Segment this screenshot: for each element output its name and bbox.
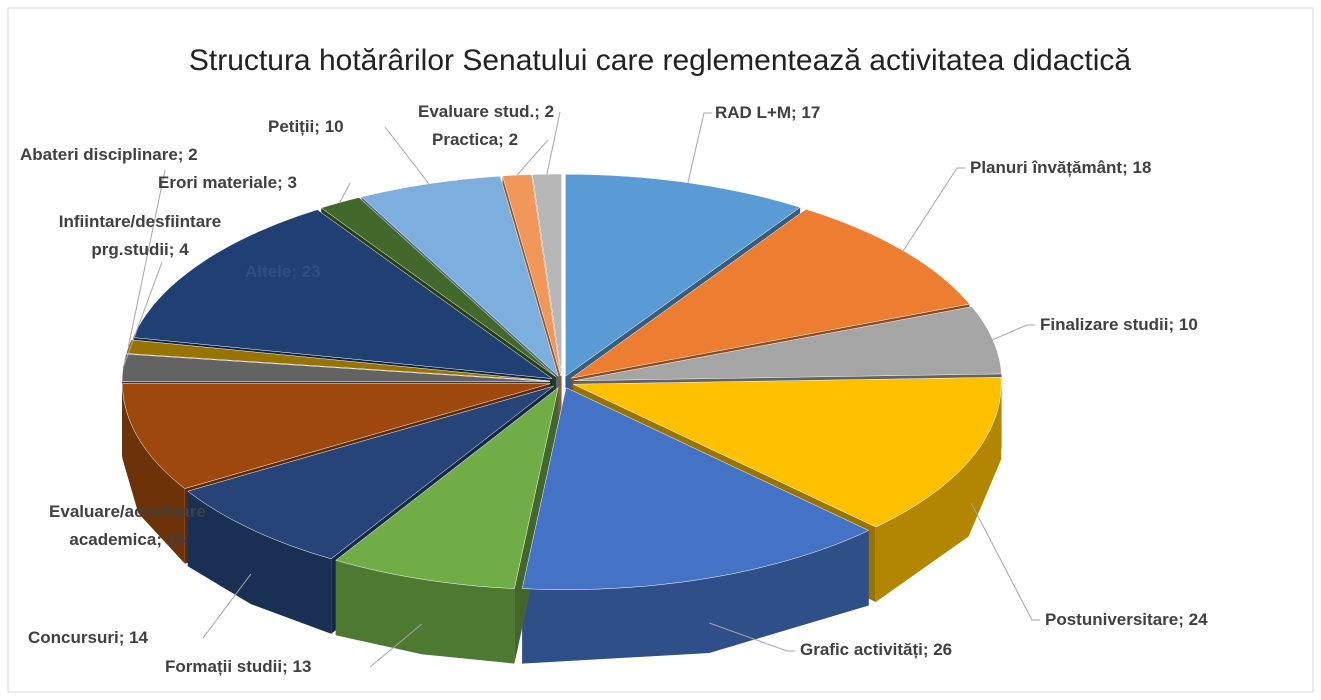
- data-label: Erori materiale; 3: [158, 169, 358, 197]
- separator: ;: [1178, 610, 1189, 629]
- separator: ;: [791, 103, 802, 122]
- leader-line: [992, 324, 1035, 341]
- data-label: Concursuri; 14: [28, 624, 198, 652]
- data-label: RAD L+M; 17: [715, 99, 875, 127]
- separator: ;: [922, 640, 934, 659]
- category: RAD L+M: [715, 103, 792, 122]
- data-label: Planuri învățământ; 18: [970, 154, 1230, 182]
- value: 10: [1178, 315, 1198, 334]
- category: Petiții: [268, 117, 315, 136]
- data-label: Evaluare/acreditare academica; 16: [20, 498, 235, 554]
- separator: ;: [314, 117, 325, 136]
- separator: ;: [177, 145, 189, 164]
- category: Grafic activități: [800, 640, 923, 659]
- category: Planuri învățământ: [970, 158, 1123, 177]
- slice-wall: [335, 560, 515, 664]
- slice: [573, 377, 1002, 528]
- slice: [565, 174, 801, 377]
- separator: ;: [156, 530, 167, 549]
- slice: [521, 387, 870, 590]
- slice: [121, 353, 551, 382]
- separator: ;: [291, 262, 302, 281]
- slice: [571, 209, 970, 379]
- category: Altele: [245, 262, 292, 281]
- leader-line: [122, 261, 163, 368]
- value: 2: [544, 102, 555, 121]
- value: 26: [933, 640, 953, 659]
- data-label: Infiintare/desfiintare prg.studii; 4: [20, 208, 260, 264]
- category: Evaluare/acreditare academica: [49, 502, 206, 549]
- leader-line: [127, 169, 166, 347]
- leader-line: [516, 139, 549, 176]
- data-label: Altele; 23: [245, 258, 365, 286]
- separator: ;: [277, 173, 288, 192]
- slice: [132, 209, 553, 379]
- category: Finalizare studii: [1040, 315, 1169, 334]
- slice-wall: [522, 530, 869, 664]
- category: Erori materiale: [158, 173, 278, 192]
- data-label: Grafic activități; 26: [800, 636, 1020, 664]
- leader-line: [687, 112, 712, 183]
- separator: ;: [498, 130, 509, 149]
- separator: ;: [534, 102, 545, 121]
- value: 23: [301, 262, 321, 281]
- value: 4: [179, 240, 189, 259]
- category: Practica: [432, 130, 499, 149]
- leader-line: [369, 623, 423, 668]
- value: 24: [1188, 610, 1208, 629]
- slice: [320, 197, 557, 378]
- slice: [573, 306, 1002, 382]
- separator: ;: [168, 240, 180, 259]
- category: Formații studii: [165, 657, 283, 676]
- value: 2: [508, 130, 519, 149]
- leader-line: [202, 573, 252, 639]
- value: 13: [292, 657, 312, 676]
- slice: [187, 386, 554, 560]
- leader-line: [546, 111, 561, 175]
- value: 17: [801, 103, 821, 122]
- leader-line: [902, 167, 965, 252]
- value: 14: [129, 628, 148, 647]
- chart-title: Structura hotărârilor Senatului care reg…: [189, 44, 1131, 77]
- leader-line: [970, 503, 1040, 621]
- separator: ;: [282, 657, 293, 676]
- separator: ;: [1122, 158, 1133, 177]
- data-label: Postuniversitare; 24: [1045, 606, 1275, 634]
- data-label: Practica; 2: [432, 126, 562, 154]
- slice: [122, 383, 551, 489]
- value: 18: [1132, 158, 1152, 177]
- value: 10: [324, 117, 344, 136]
- data-label: Finalizare studii; 10: [1040, 311, 1300, 339]
- data-label: Evaluare stud.; 2: [418, 98, 618, 126]
- category: Postuniversitare: [1045, 610, 1179, 629]
- data-label: Formații studii; 13: [165, 653, 365, 681]
- data-label: Abateri disciplinare; 2: [20, 141, 260, 169]
- value: 16: [166, 530, 186, 549]
- data-label: Petiții; 10: [268, 113, 398, 141]
- slice: [335, 387, 559, 589]
- leader-line: [384, 126, 430, 185]
- separator: ;: [118, 628, 130, 647]
- slice: [532, 173, 562, 377]
- category: Abateri disciplinare: [20, 145, 178, 164]
- leader-line: [709, 622, 795, 652]
- category: Evaluare stud.: [418, 102, 535, 121]
- slice-wall: [122, 383, 185, 564]
- category: Concursuri: [28, 628, 119, 647]
- leader-line: [339, 182, 351, 203]
- category: Infiintare/desfiintare prg.studii: [58, 212, 222, 259]
- value: 2: [188, 145, 198, 164]
- separator: ;: [1168, 315, 1179, 334]
- slice-wall: [875, 384, 1002, 602]
- value: 3: [287, 173, 297, 192]
- slice-wall: [187, 491, 332, 634]
